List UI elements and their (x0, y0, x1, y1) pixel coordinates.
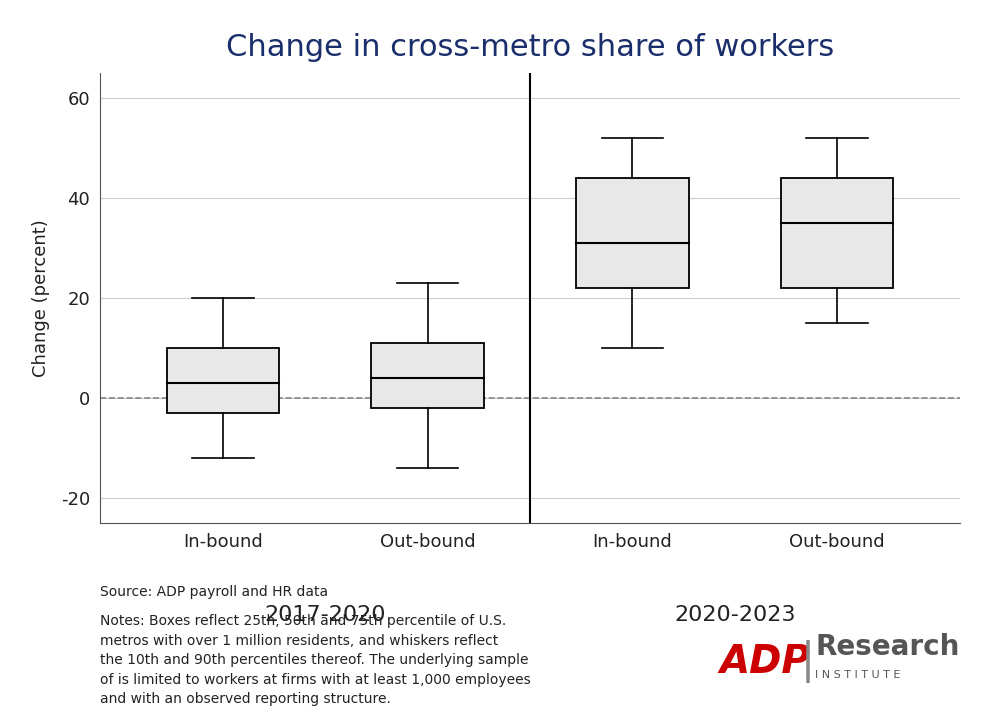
Text: Source: ADP payroll and HR data: Source: ADP payroll and HR data (100, 585, 328, 599)
Text: Notes: Boxes reflect 25th, 50th and 75th percentile of U.S.
metros with over 1 m: Notes: Boxes reflect 25th, 50th and 75th… (100, 614, 531, 707)
Text: I N S T I T U T E: I N S T I T U T E (815, 670, 900, 680)
Text: Research: Research (815, 633, 959, 661)
Y-axis label: Change (percent): Change (percent) (32, 220, 50, 377)
FancyBboxPatch shape (371, 343, 484, 409)
Text: |: | (801, 640, 815, 683)
Text: 2020-2023: 2020-2023 (674, 605, 796, 624)
FancyBboxPatch shape (576, 178, 689, 288)
Title: Change in cross-metro share of workers: Change in cross-metro share of workers (226, 33, 834, 62)
FancyBboxPatch shape (167, 348, 279, 413)
Text: 2017-2020: 2017-2020 (264, 605, 386, 624)
Text: ADP: ADP (720, 643, 811, 680)
FancyBboxPatch shape (781, 178, 893, 288)
